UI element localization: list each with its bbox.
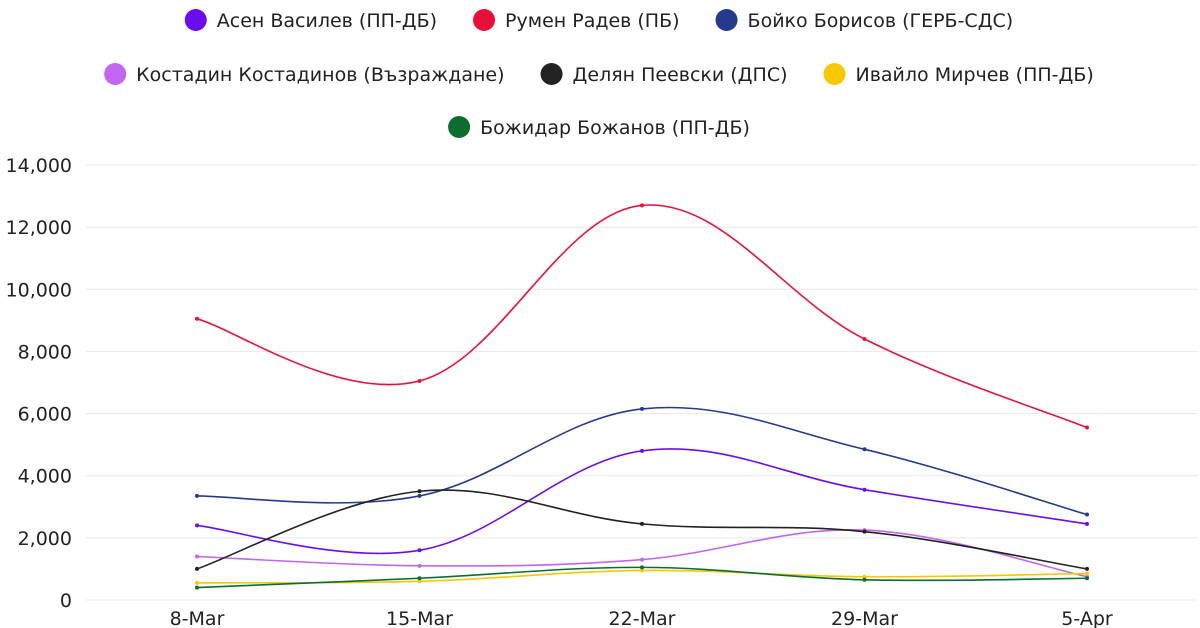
legend-marker bbox=[715, 9, 738, 31]
legend-label: Божидар Божанов (ПП-ДБ) bbox=[480, 117, 750, 139]
legend-label: Ивайло Мирчев (ПП-ДБ) bbox=[856, 64, 1094, 86]
data-point[interactable] bbox=[417, 548, 422, 553]
legend-label: Бойко Борисов (ГЕРБ-СДС) bbox=[748, 10, 1014, 32]
legend-marker bbox=[823, 63, 846, 85]
x-tick-label: 8-Mar bbox=[170, 608, 225, 628]
y-tick-label: 14,000 bbox=[6, 155, 72, 177]
data-point[interactable] bbox=[195, 554, 199, 559]
x-tick-label: 22-Mar bbox=[609, 608, 676, 628]
data-point[interactable] bbox=[640, 406, 644, 411]
data-point[interactable] bbox=[640, 565, 644, 570]
axes: 0 2,000 4,000 6,000 8,000 10,000 12,000 14,000 8… bbox=[6, 155, 1113, 628]
series-line[interactable] bbox=[196, 489, 1088, 570]
legend-label: Делян Пеевски (ДПС) bbox=[573, 64, 788, 86]
data-point[interactable] bbox=[195, 580, 199, 585]
data-point[interactable] bbox=[417, 378, 422, 383]
data-point[interactable] bbox=[862, 577, 867, 582]
data-point[interactable] bbox=[195, 566, 199, 571]
data-points bbox=[195, 203, 1089, 590]
data-point[interactable] bbox=[417, 563, 422, 568]
y-tick-label: 6,000 bbox=[18, 404, 72, 426]
data-point[interactable] bbox=[640, 521, 644, 526]
y-tick-label: 4,000 bbox=[18, 466, 72, 488]
legend-label: Асен Василев (ПП-ДБ) bbox=[217, 10, 437, 32]
data-point[interactable] bbox=[417, 493, 422, 498]
data-point[interactable] bbox=[862, 337, 867, 341]
x-tick-label: 15-Mar bbox=[386, 608, 453, 628]
legend-item[interactable]: Румен Радев (ПБ) bbox=[473, 9, 680, 32]
y-tick-label: 10,000 bbox=[6, 279, 72, 301]
legend-marker bbox=[448, 116, 471, 138]
data-point[interactable] bbox=[1085, 576, 1089, 581]
x-tick-label: 29-Mar bbox=[831, 608, 898, 628]
data-point[interactable] bbox=[862, 487, 867, 492]
legend-label: Костадин Костадинов (Възраждане) bbox=[136, 64, 504, 86]
data-point[interactable] bbox=[417, 489, 422, 494]
legend-item[interactable]: Ивайло Мирчев (ПП-ДБ) bbox=[823, 63, 1094, 86]
series-lines bbox=[196, 204, 1088, 589]
y-tick-label: 0 bbox=[60, 590, 72, 612]
data-point[interactable] bbox=[195, 585, 199, 590]
data-point[interactable] bbox=[1085, 425, 1089, 430]
y-tick-label: 8,000 bbox=[18, 341, 72, 363]
legend-marker bbox=[473, 9, 496, 31]
data-point[interactable] bbox=[195, 316, 199, 321]
data-point[interactable] bbox=[640, 448, 644, 453]
legend-label: Румен Радев (ПБ) bbox=[505, 10, 680, 32]
legend: Асен Василев (ПП-ДБ) Румен Радев (ПБ) Бойк… bbox=[104, 9, 1094, 139]
data-point[interactable] bbox=[1085, 566, 1089, 571]
y-tick-label: 2,000 bbox=[18, 528, 72, 550]
data-point[interactable] bbox=[1085, 521, 1089, 526]
data-point[interactable] bbox=[1085, 512, 1089, 517]
data-point[interactable] bbox=[862, 529, 867, 534]
y-tick-label: 12,000 bbox=[6, 217, 72, 239]
legend-item[interactable]: Бойко Борисов (ГЕРБ-СДС) bbox=[715, 9, 1014, 32]
data-point[interactable] bbox=[862, 447, 867, 452]
series-line[interactable] bbox=[196, 406, 1088, 516]
data-point[interactable] bbox=[417, 579, 422, 584]
data-point[interactable] bbox=[1085, 571, 1089, 576]
data-point[interactable] bbox=[640, 557, 644, 562]
data-point[interactable] bbox=[862, 574, 867, 579]
legend-marker bbox=[104, 63, 127, 85]
legend-item[interactable]: Делян Пеевски (ДПС) bbox=[540, 63, 788, 86]
legend-item[interactable]: Асен Василев (ПП-ДБ) bbox=[184, 9, 437, 32]
grid bbox=[86, 164, 1198, 601]
legend-item[interactable]: Костадин Костадинов (Възраждане) bbox=[104, 63, 505, 86]
data-point[interactable] bbox=[195, 493, 199, 498]
data-point[interactable] bbox=[195, 523, 199, 528]
legend-item[interactable]: Божидар Божанов (ПП-ДБ) bbox=[448, 116, 750, 139]
data-point[interactable] bbox=[417, 576, 422, 581]
data-point[interactable] bbox=[640, 568, 644, 573]
data-point[interactable] bbox=[640, 203, 644, 208]
legend-marker bbox=[540, 63, 563, 85]
series-line[interactable] bbox=[196, 204, 1088, 429]
legend-marker bbox=[184, 9, 207, 31]
x-tick-label: 5-Apr bbox=[1061, 608, 1113, 628]
